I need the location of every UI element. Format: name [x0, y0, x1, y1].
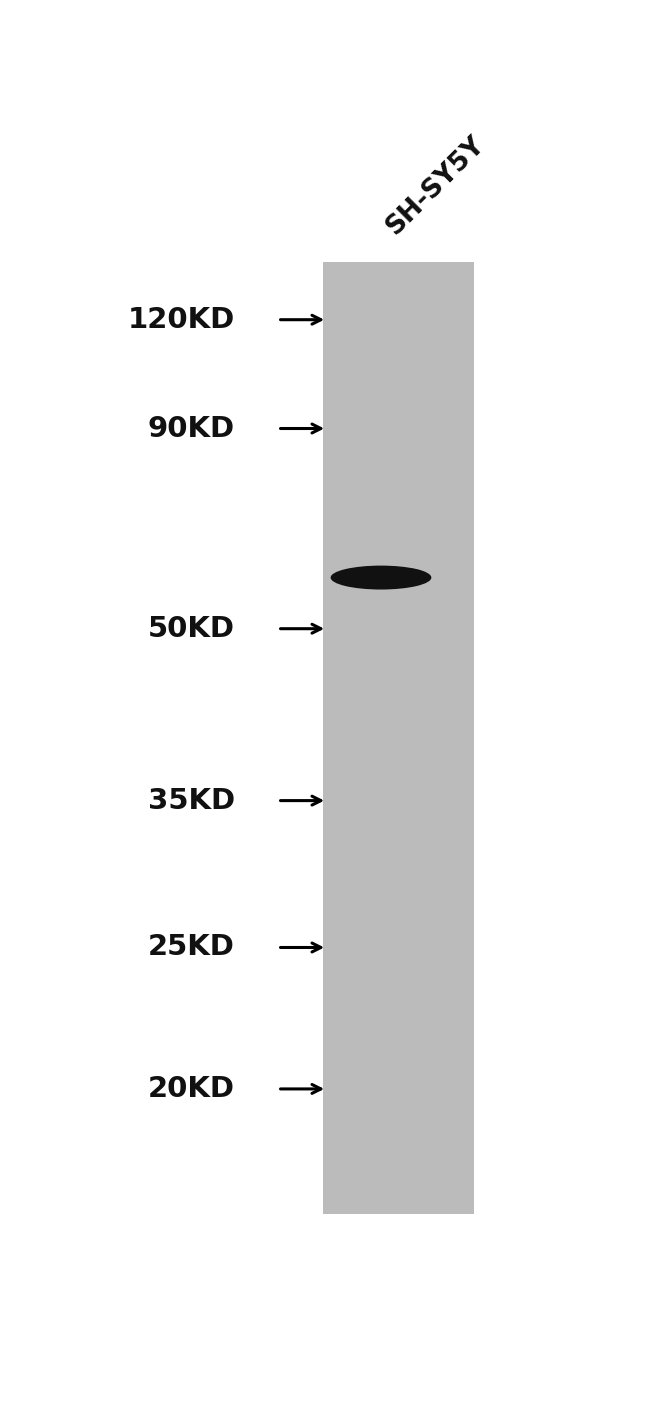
Ellipse shape	[331, 565, 432, 589]
Text: 20KD: 20KD	[148, 1075, 235, 1104]
Text: 50KD: 50KD	[148, 615, 235, 643]
Ellipse shape	[371, 568, 426, 581]
Text: 90KD: 90KD	[148, 414, 235, 442]
Text: 25KD: 25KD	[148, 934, 235, 961]
Bar	[323, 261, 474, 1214]
Text: 120KD: 120KD	[127, 305, 235, 333]
Text: SH-SY5Y: SH-SY5Y	[381, 131, 489, 240]
Text: 35KD: 35KD	[148, 787, 235, 815]
